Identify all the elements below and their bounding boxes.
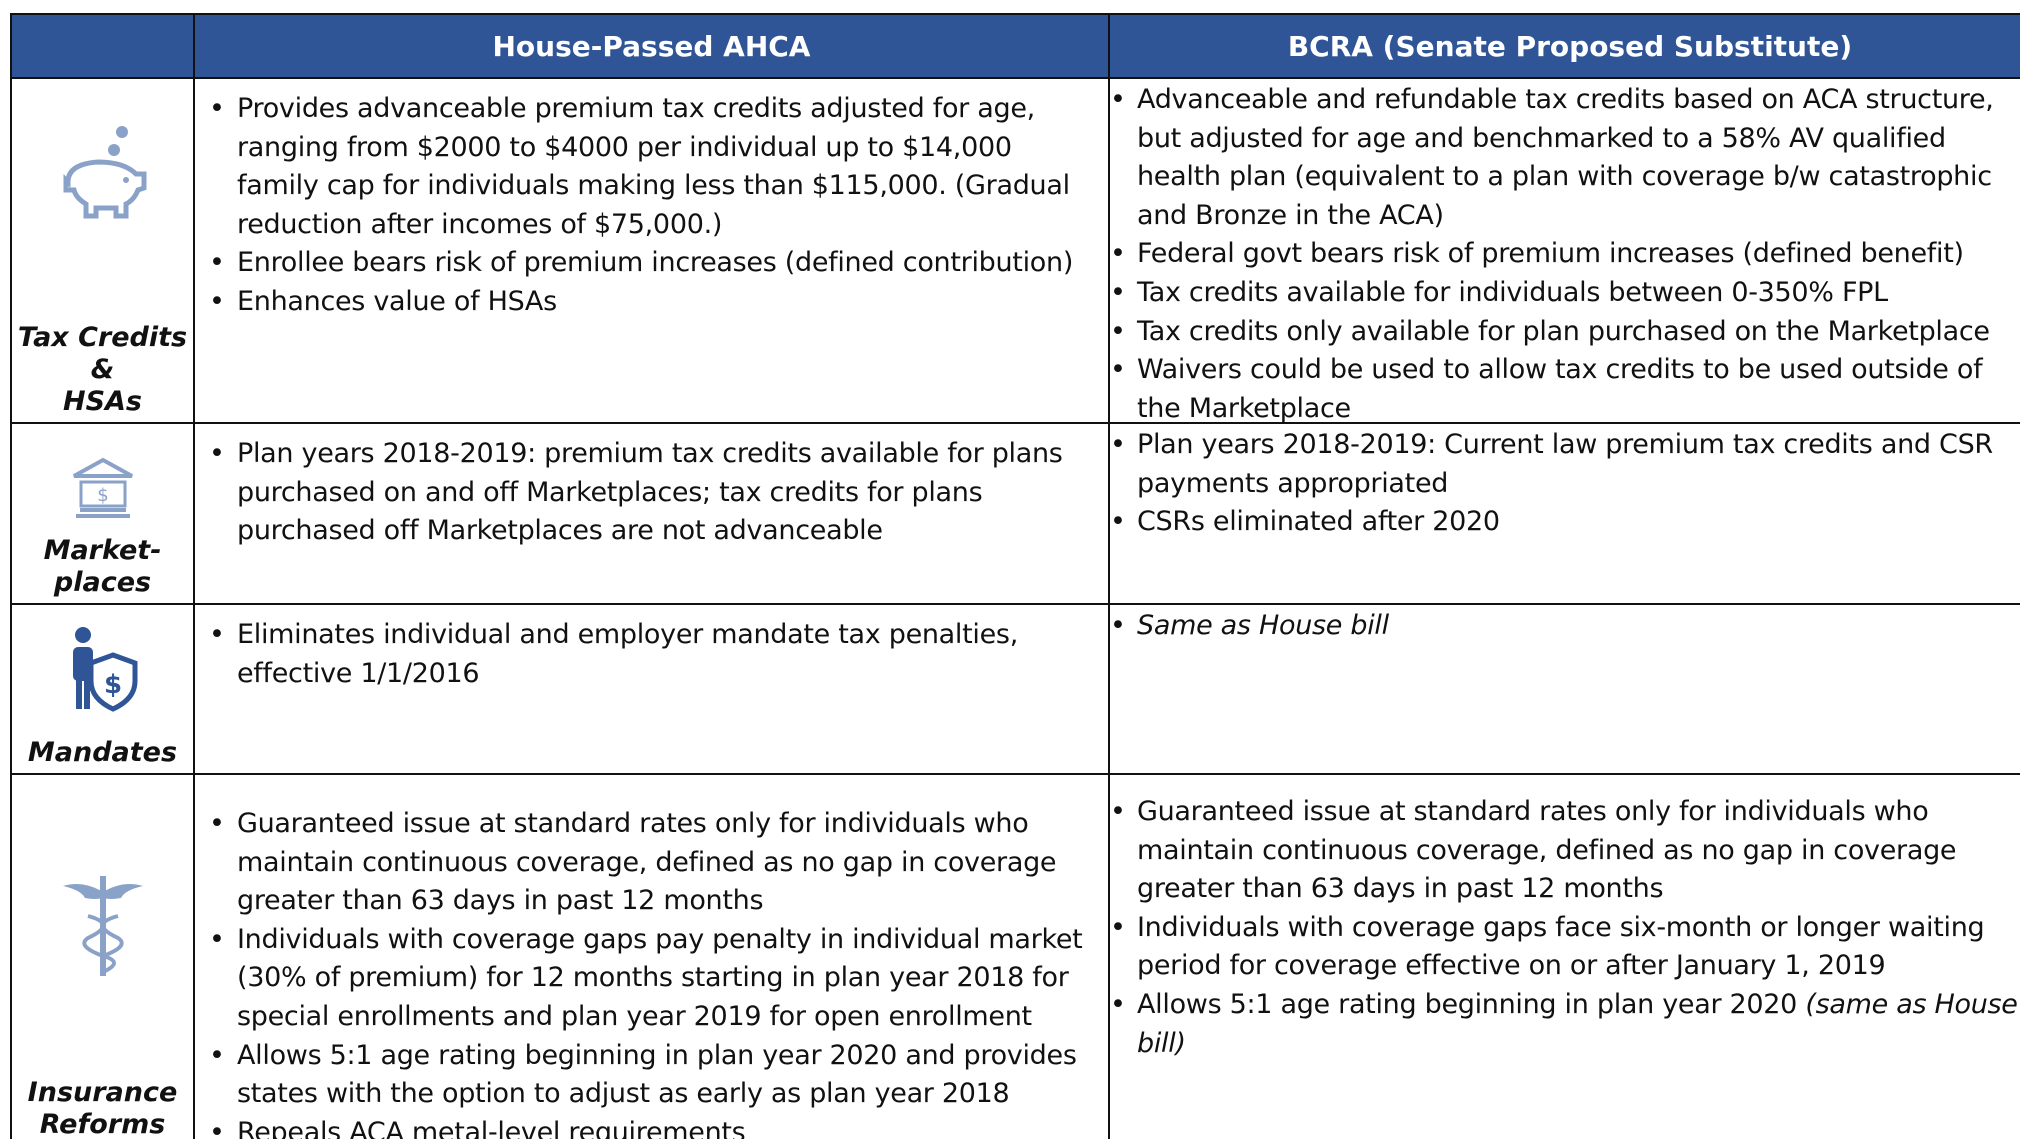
row-icon: $ bbox=[68, 454, 138, 528]
bullet-item: Provides advanceable premium tax credits… bbox=[195, 90, 1108, 244]
bullet-item: Same as House bill bbox=[1110, 607, 2020, 646]
house-cell: Guaranteed issue at standard rates only … bbox=[193, 773, 1110, 1139]
row-label: $ Market-places bbox=[10, 422, 195, 605]
bullet-text: Waivers could be used to allow tax credi… bbox=[1137, 354, 1983, 424]
bullet-item: Waivers could be used to allow tax credi… bbox=[1110, 351, 2020, 424]
bullet-text: Federal govt bears risk of premium incre… bbox=[1137, 238, 1964, 270]
bullet-text: Allows 5:1 age rating beginning in plan … bbox=[1137, 988, 1806, 1020]
bullet-text: Tax credits only available for plan purc… bbox=[1137, 315, 1990, 347]
bullet-text: Enhances value of HSAs bbox=[237, 285, 557, 317]
bullet-item: Federal govt bears risk of premium incre… bbox=[1110, 235, 2020, 274]
row-label: Insurance Reforms bbox=[10, 773, 195, 1139]
bullet-item: Allows 5:1 age rating beginning in plan … bbox=[195, 1037, 1108, 1114]
bcra-cell: Same as House bill bbox=[1108, 603, 2020, 775]
row-icon: $ bbox=[63, 625, 143, 719]
row-label: Tax Credits & HSAs bbox=[10, 77, 195, 424]
bullet-text: Provides advanceable premium tax credits… bbox=[237, 93, 1070, 240]
bullet-text: Allows 5:1 age rating beginning in plan … bbox=[237, 1039, 1077, 1110]
bullet-text: Individuals with coverage gaps face six-… bbox=[1137, 911, 1985, 982]
bullet-text: Plan years 2018-2019: Current law premiu… bbox=[1137, 429, 1993, 499]
house-cell: Eliminates individual and employer manda… bbox=[193, 603, 1110, 775]
column-header: House-Passed AHCA bbox=[193, 13, 1110, 79]
bullet-list: Same as House bill bbox=[1110, 607, 2020, 646]
label-line: & bbox=[90, 354, 115, 385]
bullet-text: CSRs eliminated after 2020 bbox=[1137, 506, 1500, 538]
bullet-item: Advanceable and refundable tax credits b… bbox=[1110, 81, 2020, 235]
bullet-text: Eliminates individual and employer manda… bbox=[237, 619, 1018, 689]
bullet-item: Guaranteed issue at standard rates only … bbox=[1110, 793, 2020, 909]
bullet-item: Tax credits available for individuals be… bbox=[1110, 274, 2020, 313]
label-line: Tax Credits bbox=[17, 322, 188, 353]
row-icon bbox=[48, 124, 158, 238]
header-corner bbox=[10, 13, 195, 79]
bullet-list: Plan years 2018-2019: premium tax credit… bbox=[195, 435, 1108, 551]
bullet-list: Guaranteed issue at standard rates only … bbox=[195, 805, 1108, 1139]
label-line: HSAs bbox=[62, 386, 142, 417]
column-header: BCRA (Senate Proposed Substitute) bbox=[1108, 13, 2020, 79]
house-cell: Provides advanceable premium tax credits… bbox=[193, 77, 1110, 424]
bullet-item: Plan years 2018-2019: Current law premiu… bbox=[1110, 426, 2020, 503]
house-cell: Plan years 2018-2019: premium tax credit… bbox=[193, 422, 1110, 605]
bullet-item: Guaranteed issue at standard rates only … bbox=[195, 805, 1108, 921]
label-line: Mandates bbox=[27, 737, 178, 768]
bcra-cell: Advanceable and refundable tax credits b… bbox=[1108, 77, 2020, 424]
bullet-item: CSRs eliminated after 2020 bbox=[1110, 503, 2020, 542]
bullet-item: Plan years 2018-2019: premium tax credit… bbox=[195, 435, 1108, 551]
bullet-text: Enrollee bears risk of premium increases… bbox=[237, 247, 1074, 279]
bullet-text: Individuals with coverage gaps pay penal… bbox=[237, 923, 1083, 1032]
bullet-item: Repeals ACA metal-level requirements bbox=[195, 1114, 1108, 1139]
bullet-item: Eliminates individual and employer manda… bbox=[195, 616, 1108, 693]
bullet-text: Guaranteed issue at standard rates only … bbox=[237, 808, 1057, 917]
label-line: Market- bbox=[43, 535, 162, 566]
bullet-list: Plan years 2018-2019: Current law premiu… bbox=[1110, 426, 2020, 542]
bullet-italic: Same as House bill bbox=[1137, 610, 1389, 641]
bullet-text: Guaranteed issue at standard rates only … bbox=[1137, 796, 1957, 905]
label-line: Reforms bbox=[39, 1109, 166, 1139]
bullet-text: Advanceable and refundable tax credits b… bbox=[1137, 84, 1994, 231]
bcra-cell: Guaranteed issue at standard rates only … bbox=[1108, 773, 2020, 1139]
bullet-list: Provides advanceable premium tax credits… bbox=[195, 90, 1108, 322]
bullet-list: Guaranteed issue at standard rates only … bbox=[1110, 793, 2020, 1063]
label-line: Insurance bbox=[27, 1077, 178, 1108]
label-line: places bbox=[53, 567, 152, 598]
bullet-list: Eliminates individual and employer manda… bbox=[195, 616, 1108, 693]
row-label: $ Mandates bbox=[10, 603, 195, 775]
bullet-text: Plan years 2018-2019: premium tax credit… bbox=[237, 438, 1063, 547]
bullet-list: Advanceable and refundable tax credits b… bbox=[1110, 81, 2020, 424]
bullet-item: Enhances value of HSAs bbox=[195, 283, 1108, 322]
bullet-item: Individuals with coverage gaps pay penal… bbox=[195, 921, 1108, 1037]
row-icon bbox=[58, 870, 148, 984]
bullet-text: Tax credits available for individuals be… bbox=[1137, 276, 1888, 308]
bullet-item: Tax credits only available for plan purc… bbox=[1110, 313, 2020, 352]
bullet-item: Allows 5:1 age rating beginning in plan … bbox=[1110, 986, 2020, 1063]
svg-text:$: $ bbox=[97, 485, 108, 506]
bullet-item: Enrollee bears risk of premium increases… bbox=[195, 244, 1108, 283]
bullet-text: Repeals ACA metal-level requirements bbox=[237, 1116, 746, 1139]
svg-text:$: $ bbox=[103, 670, 121, 700]
bullet-item: Individuals with coverage gaps face six-… bbox=[1110, 909, 2020, 986]
bullet-italic: (same as House bill) bbox=[1137, 988, 2018, 1059]
bcra-cell: Plan years 2018-2019: Current law premiu… bbox=[1108, 422, 2020, 605]
